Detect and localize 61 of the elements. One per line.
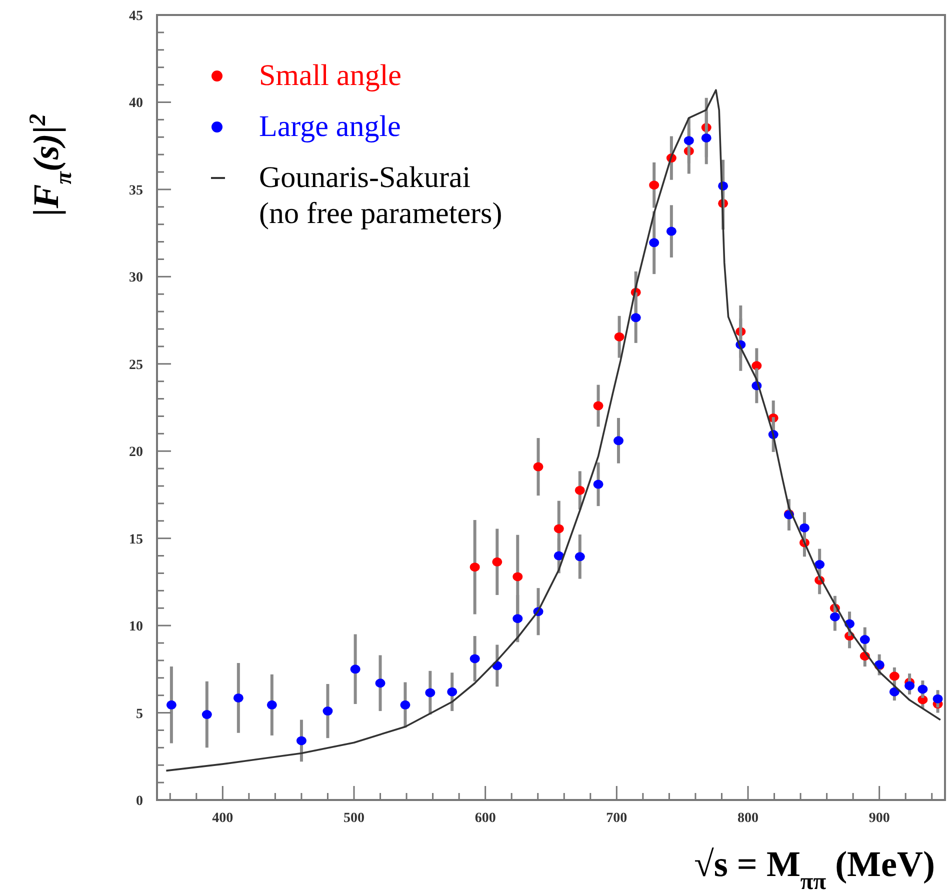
point — [614, 436, 624, 446]
point — [202, 710, 212, 720]
point — [166, 700, 176, 710]
x-tick-label: 800 — [738, 811, 758, 826]
x-tick-label: 500 — [344, 811, 364, 826]
y-tick-label: 15 — [129, 532, 143, 548]
point — [614, 332, 624, 342]
point — [701, 133, 712, 142]
y-tick-label: 35 — [129, 183, 143, 198]
point — [266, 700, 277, 710]
point — [593, 480, 604, 489]
point — [814, 560, 825, 569]
point — [574, 486, 585, 495]
point — [400, 700, 410, 710]
point — [889, 672, 900, 681]
point — [860, 635, 870, 644]
point — [830, 612, 840, 622]
x-axis-title: √s = M$_{ππ}$ (MeV) — [694, 844, 935, 891]
point — [470, 654, 480, 664]
point — [649, 180, 660, 190]
point — [554, 524, 564, 534]
y-tick-label: 5 — [136, 706, 143, 722]
point — [492, 557, 502, 566]
point — [470, 562, 480, 572]
legend-label: Gounaris-Sakurai (no free parameters) — [259, 161, 502, 230]
point — [375, 678, 386, 688]
point — [512, 572, 523, 582]
point — [799, 523, 810, 532]
x-tick-label: 700 — [606, 811, 628, 826]
point — [322, 706, 333, 716]
point — [932, 694, 943, 704]
point — [593, 401, 604, 410]
x-tick-label: 600 — [474, 811, 496, 826]
point — [904, 681, 915, 690]
y-tick-label: 45 — [129, 9, 143, 24]
point — [666, 226, 676, 236]
point — [630, 313, 641, 322]
point — [684, 136, 694, 146]
point — [425, 688, 436, 698]
point — [574, 552, 585, 562]
y-tick-label: 20 — [129, 445, 143, 460]
point — [889, 687, 900, 696]
y-tick-label: 10 — [129, 620, 143, 635]
point — [350, 664, 360, 674]
y-tick-label: 40 — [129, 96, 143, 112]
point — [752, 361, 762, 370]
point — [649, 238, 660, 248]
y-tick-label: 0 — [136, 794, 143, 809]
point — [533, 462, 544, 472]
point — [296, 736, 306, 746]
point — [512, 614, 523, 624]
y-tick-label: 30 — [129, 270, 143, 286]
x-tick-label: 900 — [868, 811, 890, 826]
x-tick-label: 400 — [212, 811, 234, 826]
legend-label: Large angle — [259, 110, 401, 143]
point — [233, 693, 244, 702]
y-tick-label: 25 — [129, 358, 143, 373]
point — [447, 687, 458, 696]
legend-label: Small angle — [259, 59, 402, 92]
point — [554, 551, 564, 560]
point — [918, 684, 928, 694]
